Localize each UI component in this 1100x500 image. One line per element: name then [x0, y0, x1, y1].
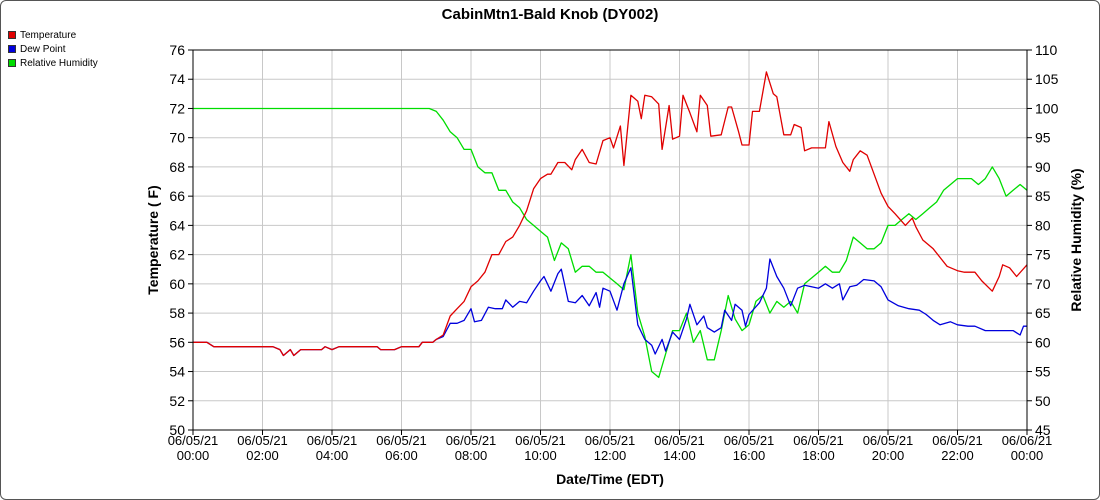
legend-label-temperature: Temperature — [20, 29, 77, 41]
x-axis-label: Date/Time (EDT) — [556, 471, 664, 487]
y-tick-label: 74 — [169, 71, 185, 87]
y-tick-label: 68 — [169, 159, 185, 175]
x-axis-ticks: 06/05/2100:0006/05/2102:0006/05/2104:000… — [168, 430, 1053, 463]
y2-tick-label: 60 — [1035, 334, 1051, 350]
y-tick-label: 64 — [169, 217, 185, 233]
x-tick-time: 04:00 — [316, 448, 349, 463]
legend-item-relative-humidity: Relative Humidity — [8, 56, 98, 70]
legend-label-dew-point: Dew Point — [20, 43, 66, 55]
y2-axis-label: Relative Humidity (%) — [1068, 168, 1084, 311]
y2-tick-label: 110 — [1035, 42, 1058, 58]
y2-tick-label: 70 — [1035, 276, 1051, 292]
x-tick-date: 06/05/21 — [654, 433, 705, 448]
x-tick-date: 06/05/21 — [793, 433, 844, 448]
y-tick-label: 72 — [169, 100, 185, 116]
x-tick-date: 06/05/21 — [863, 433, 914, 448]
x-tick-date: 06/05/21 — [237, 433, 288, 448]
y-tick-label: 62 — [169, 247, 185, 263]
x-tick-time: 18:00 — [802, 448, 835, 463]
legend-swatch-temperature — [8, 31, 16, 39]
y2-tick-label: 55 — [1035, 364, 1051, 380]
x-tick-time: 14:00 — [663, 448, 696, 463]
y-tick-label: 54 — [169, 364, 185, 380]
y2-tick-label: 50 — [1035, 393, 1051, 409]
chart-title: CabinMtn1-Bald Knob (DY002) — [442, 6, 659, 23]
y2-tick-label: 95 — [1035, 130, 1051, 146]
y2-tick-label: 100 — [1035, 100, 1059, 116]
y2-tick-label: 85 — [1035, 188, 1051, 204]
legend-swatch-dew-point — [8, 45, 16, 53]
y-axis-label: Temperature ( F) — [145, 185, 161, 294]
y2-tick-label: 75 — [1035, 247, 1051, 263]
y2-axis-ticks: 45 50 55 60 65 70 75 80 85 90 95 100 105 110 — [1027, 42, 1059, 438]
x-tick-date: 06/05/21 — [515, 433, 566, 448]
x-tick-date: 06/05/21 — [307, 433, 358, 448]
x-tick-date: 06/05/21 — [168, 433, 219, 448]
x-tick-date: 06/05/21 — [446, 433, 497, 448]
x-tick-time: 12:00 — [594, 448, 627, 463]
x-tick-time: 10:00 — [524, 448, 557, 463]
x-tick-time: 00:00 — [177, 448, 210, 463]
series-line-relative-humidity — [193, 107, 1028, 379]
x-tick-time: 22:00 — [941, 448, 974, 463]
legend-label-relative-humidity: Relative Humidity — [20, 57, 98, 69]
y2-tick-label: 90 — [1035, 159, 1051, 175]
y-axis-ticks: 50 52 54 56 58 60 62 64 66 68 70 72 74 76 — [169, 42, 193, 438]
legend-item-dew-point: Dew Point — [8, 42, 98, 56]
y-tick-label: 58 — [169, 305, 185, 321]
x-tick-time: 02:00 — [246, 448, 279, 463]
y-tick-label: 70 — [169, 130, 185, 146]
legend-item-temperature: Temperature — [8, 28, 98, 42]
grid — [192, 49, 1028, 431]
y2-tick-label: 105 — [1035, 71, 1059, 87]
y-tick-label: 50 — [169, 422, 185, 438]
y2-tick-label: 65 — [1035, 305, 1051, 321]
series-layer — [193, 71, 1028, 379]
y-tick-label: 66 — [169, 188, 185, 204]
x-tick-date: 06/05/21 — [724, 433, 775, 448]
x-tick-time: 16:00 — [733, 448, 766, 463]
x-tick-time: 20:00 — [872, 448, 905, 463]
x-tick-date: 06/05/21 — [932, 433, 983, 448]
x-tick-time: 00:00 — [1011, 448, 1044, 463]
x-tick-time: 08:00 — [455, 448, 488, 463]
y2-tick-label: 80 — [1035, 217, 1051, 233]
series-line-temperature — [193, 71, 1028, 357]
y-tick-label: 52 — [169, 393, 185, 409]
y-tick-label: 76 — [169, 42, 185, 58]
x-tick-date: 06/06/21 — [1002, 433, 1053, 448]
y2-tick-label: 45 — [1035, 422, 1051, 438]
y-tick-label: 60 — [169, 276, 185, 292]
y-tick-label: 56 — [169, 334, 185, 350]
legend-swatch-relative-humidity — [8, 59, 16, 67]
x-tick-date: 06/05/21 — [585, 433, 636, 448]
x-tick-time: 06:00 — [385, 448, 418, 463]
legend: Temperature Dew Point Relative Humidity — [8, 28, 98, 70]
x-tick-date: 06/05/21 — [376, 433, 427, 448]
